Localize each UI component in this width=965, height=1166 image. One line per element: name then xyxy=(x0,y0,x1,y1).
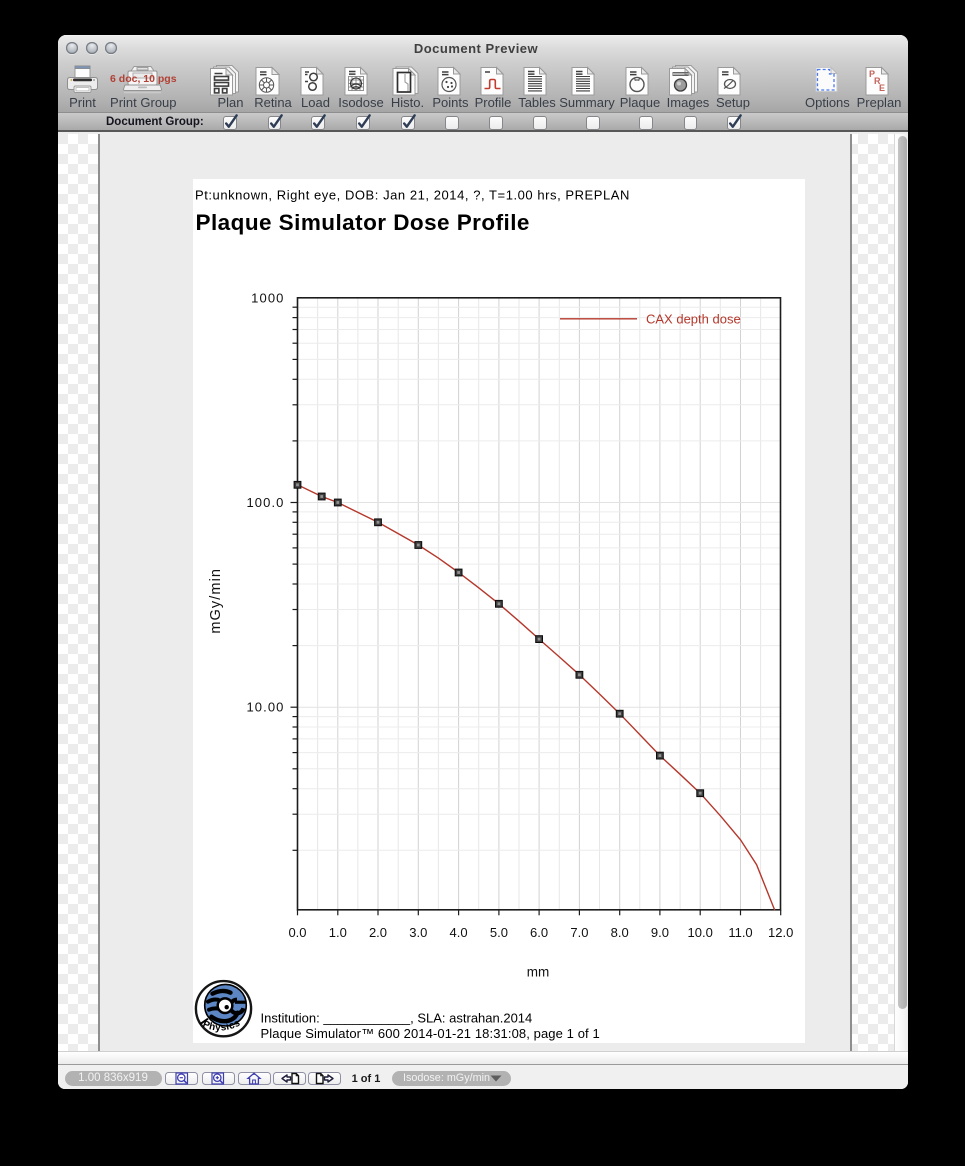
svg-text:7.0: 7.0 xyxy=(570,925,588,940)
svg-text:Pt:unknown, Right eye, DOB: Ja: Pt:unknown, Right eye, DOB: Jan 21, 2014… xyxy=(195,187,630,202)
svg-text:CAX depth dose: CAX depth dose xyxy=(646,311,741,326)
svg-text:R: R xyxy=(874,76,881,86)
svg-text:3.0: 3.0 xyxy=(409,925,427,940)
svg-text:10.0: 10.0 xyxy=(688,925,713,940)
svg-text:Institution: ____________, SLA: Institution: ____________, SLA: astrahan… xyxy=(261,1010,533,1025)
svg-text:9.0: 9.0 xyxy=(651,925,669,940)
svg-text:1.0: 1.0 xyxy=(329,925,347,940)
svg-text:P: P xyxy=(869,69,875,79)
svg-text:Plaque Simulator™ 600 2014-01-: Plaque Simulator™ 600 2014-01-21 18:31:0… xyxy=(261,1026,600,1041)
svg-text:mGy/min: mGy/min xyxy=(208,568,224,634)
svg-text:Plaque Simulator Dose Profile: Plaque Simulator Dose Profile xyxy=(196,209,530,234)
svg-text:1000: 1000 xyxy=(251,290,284,305)
svg-text:11.0: 11.0 xyxy=(728,925,752,940)
svg-text:12.0: 12.0 xyxy=(768,925,793,940)
svg-text:5.0: 5.0 xyxy=(490,925,508,940)
svg-text:4.0: 4.0 xyxy=(450,925,468,940)
svg-text:E: E xyxy=(879,83,885,93)
svg-text:8.0: 8.0 xyxy=(611,925,629,940)
svg-text:0.0: 0.0 xyxy=(288,925,306,940)
svg-text:Physics: Physics xyxy=(201,1017,242,1033)
svg-text:2.0: 2.0 xyxy=(369,925,387,940)
svg-text:mm: mm xyxy=(527,964,550,979)
svg-text:100.0: 100.0 xyxy=(246,495,284,510)
svg-text:6.0: 6.0 xyxy=(530,925,548,940)
svg-text:10.00: 10.00 xyxy=(246,699,284,714)
